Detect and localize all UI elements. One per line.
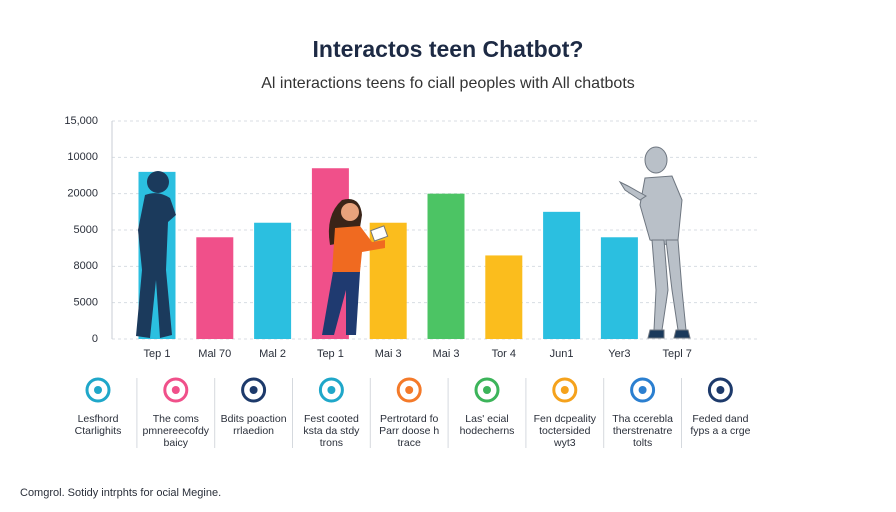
feature-icon-dot bbox=[171, 386, 180, 394]
feature-icon bbox=[85, 377, 111, 403]
feature-icon-dot bbox=[638, 386, 647, 394]
feature-caption: fyps a a crge bbox=[690, 425, 750, 437]
girl-figure bbox=[322, 199, 389, 335]
feature-icon bbox=[396, 377, 422, 403]
feature-caption: baicy bbox=[164, 437, 189, 449]
y-tick-label: 5000 bbox=[74, 297, 98, 309]
feature-caption: trons bbox=[320, 437, 343, 449]
bar bbox=[196, 237, 234, 339]
feature-icon-dot bbox=[249, 386, 258, 394]
feature-icon-dot bbox=[716, 386, 725, 394]
x-tick-label: Mai 3 bbox=[433, 348, 460, 360]
x-tick-label: Mai 3 bbox=[375, 348, 402, 360]
robot-figure bbox=[618, 146, 691, 339]
feature-caption: Parr doose h bbox=[379, 425, 439, 437]
y-tick-label: 5000 bbox=[74, 224, 98, 236]
x-tick-label: Yer3 bbox=[608, 348, 630, 360]
feature-icon bbox=[241, 377, 267, 403]
bar bbox=[427, 193, 465, 339]
feature-caption: Fest cooted bbox=[304, 413, 359, 425]
feature-icon-dot bbox=[560, 386, 569, 394]
feature-caption: pmnereecofdy bbox=[143, 425, 210, 437]
chart-title: Interactos teen Chatbot? bbox=[313, 36, 584, 62]
feature-caption: Feded dand bbox=[692, 413, 748, 425]
feature-icon bbox=[318, 377, 344, 403]
feature-caption: therstrenatre bbox=[613, 425, 673, 437]
feature-caption: Lesfhord bbox=[78, 413, 119, 425]
x-tick-label: Jun1 bbox=[550, 348, 574, 360]
feature-caption: The coms bbox=[153, 413, 199, 425]
feature-caption: rrlaedion bbox=[233, 425, 274, 437]
feature-caption: trace bbox=[398, 437, 422, 449]
x-tick-label: Tep 1 bbox=[317, 348, 344, 360]
y-tick-label: 0 bbox=[92, 333, 98, 345]
x-tick-label: Mal 70 bbox=[198, 348, 231, 360]
footer: Comgrol. Sotidy intrphts for ocial Megin… bbox=[20, 487, 221, 499]
feature-icon bbox=[474, 377, 500, 403]
feature-caption: hodecherns bbox=[460, 425, 515, 437]
feature-caption: ksta da stdy bbox=[303, 425, 360, 437]
feature-icon bbox=[163, 377, 189, 403]
y-tick-label: 10000 bbox=[67, 151, 98, 163]
feature-caption: toctersided bbox=[539, 425, 591, 437]
bar bbox=[485, 255, 523, 339]
bar bbox=[254, 222, 292, 339]
x-tick-label: Tepl 7 bbox=[663, 348, 692, 360]
bar bbox=[543, 211, 581, 339]
bar bbox=[600, 237, 638, 339]
feature-caption: tolts bbox=[633, 437, 652, 449]
y-tick-label: 20000 bbox=[67, 188, 98, 200]
x-tick-label: Tor 4 bbox=[492, 348, 516, 360]
feature-caption: wyt3 bbox=[553, 437, 576, 449]
feature-caption: Bdits poaction bbox=[221, 413, 287, 425]
feature-caption: Ctarlighits bbox=[75, 425, 122, 437]
person-silhouette bbox=[136, 171, 176, 338]
feature-icon-dot bbox=[94, 386, 102, 394]
feature-caption: Las' ecial bbox=[465, 413, 508, 425]
feature-icon-dot bbox=[483, 386, 491, 394]
x-tick-label: Tep 1 bbox=[144, 348, 171, 360]
feature-caption: Pertrotard fo bbox=[380, 413, 439, 425]
feature-icon-dot bbox=[327, 386, 336, 394]
feature-caption: Fen dcpeality bbox=[534, 413, 597, 425]
feature-icon bbox=[707, 377, 733, 403]
y-tick-label: 8000 bbox=[74, 260, 98, 272]
feature-icon bbox=[552, 377, 578, 403]
feature-caption: Tha ccerebla bbox=[612, 413, 673, 425]
y-tick-label: 15,000 bbox=[64, 115, 98, 127]
feature-icon-dot bbox=[405, 386, 414, 394]
chart-subtitle: Al interactions teens fo ciall peoples w… bbox=[261, 75, 635, 92]
x-tick-label: Mal 2 bbox=[259, 348, 286, 360]
feature-icon bbox=[630, 377, 656, 403]
